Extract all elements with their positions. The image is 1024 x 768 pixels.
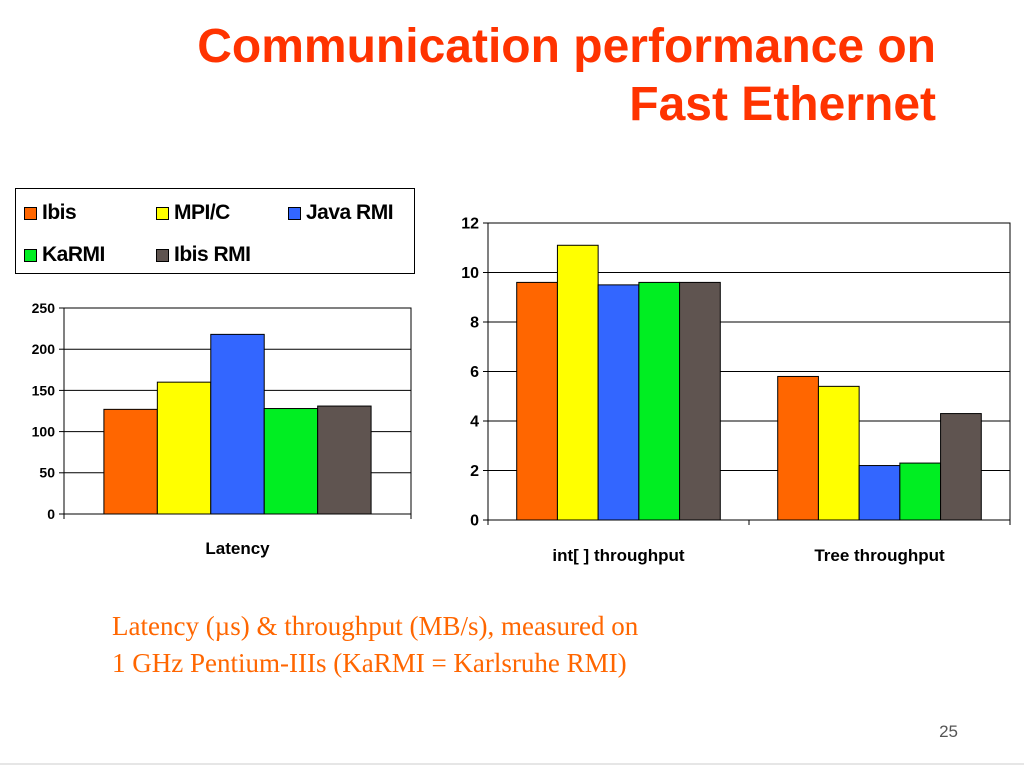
y-tick-label: 6 <box>470 364 479 381</box>
y-tick-label: 50 <box>39 465 55 481</box>
y-tick-label: 2 <box>470 463 479 480</box>
caption-line-1: Latency (µs) & throughput (MB/s), measur… <box>112 611 639 641</box>
legend-item-ibis-rmi: Ibis RMI <box>156 243 251 267</box>
legend-swatch <box>156 206 169 220</box>
y-tick-label: 150 <box>32 382 56 398</box>
bar-karmi <box>899 462 942 521</box>
legend-label: KaRMI <box>42 243 105 266</box>
y-tick-label: 100 <box>32 424 56 440</box>
bar-ibis <box>777 375 819 521</box>
legend-label: Ibis <box>42 201 77 224</box>
bar-ibis <box>516 281 558 521</box>
bar-karmi <box>263 408 319 515</box>
legend-item-karmi: KaRMI <box>24 243 105 267</box>
legend-swatch <box>24 206 37 220</box>
page-number: 25 <box>939 722 958 741</box>
legend-label: MPI/C <box>174 201 230 224</box>
bar-java-rmi <box>858 465 901 521</box>
footer-divider <box>0 763 1024 765</box>
bar-java-rmi <box>210 333 265 515</box>
bar-mpi-c <box>556 244 599 521</box>
y-tick-label: 0 <box>470 513 479 530</box>
bar-mpi-c <box>817 385 860 521</box>
legend-label: Java RMI <box>306 201 394 224</box>
legend-item-ibis: Ibis <box>24 201 77 225</box>
bar-mpi-c <box>156 381 212 515</box>
legend-item-java-rmi: Java RMI <box>288 201 394 225</box>
title-line-2: Fast Ethernet <box>629 78 936 131</box>
slide-title: Communication performance on Fast Ethern… <box>36 18 936 134</box>
legend-swatch <box>156 248 169 262</box>
legend-item-mpi-c: MPI/C <box>156 201 230 225</box>
y-tick-label: 8 <box>470 315 479 332</box>
bar-java-rmi <box>597 284 640 521</box>
x-category-label: Tree throughput <box>814 546 945 565</box>
x-category-label: int[ ] throughput <box>552 546 685 565</box>
y-tick-label: 12 <box>461 216 479 233</box>
y-tick-label: 4 <box>470 414 479 431</box>
bar-karmi <box>638 281 681 521</box>
title-line-1: Communication performance on <box>197 20 936 73</box>
y-tick-label: 0 <box>47 506 55 522</box>
legend-swatch <box>24 248 37 262</box>
y-tick-label: 250 <box>32 300 56 316</box>
y-tick-label: 10 <box>461 265 479 282</box>
x-category-label: Latency <box>205 539 270 558</box>
bar-ibis-rmi <box>679 281 721 521</box>
chart-legend: Ibis MPI/C Java RMI KaRMI Ibis RMI <box>15 188 415 274</box>
legend-label: Ibis RMI <box>174 243 251 266</box>
slide-caption: Latency (µs) & throughput (MB/s), measur… <box>112 608 638 682</box>
bar-ibis-rmi <box>940 413 982 521</box>
caption-line-2: 1 GHz Pentium-IIIs (KaRMI = Karlsruhe RM… <box>112 648 627 678</box>
bar-ibis-rmi <box>317 405 372 515</box>
y-tick-label: 200 <box>32 341 56 357</box>
legend-swatch <box>288 206 301 220</box>
